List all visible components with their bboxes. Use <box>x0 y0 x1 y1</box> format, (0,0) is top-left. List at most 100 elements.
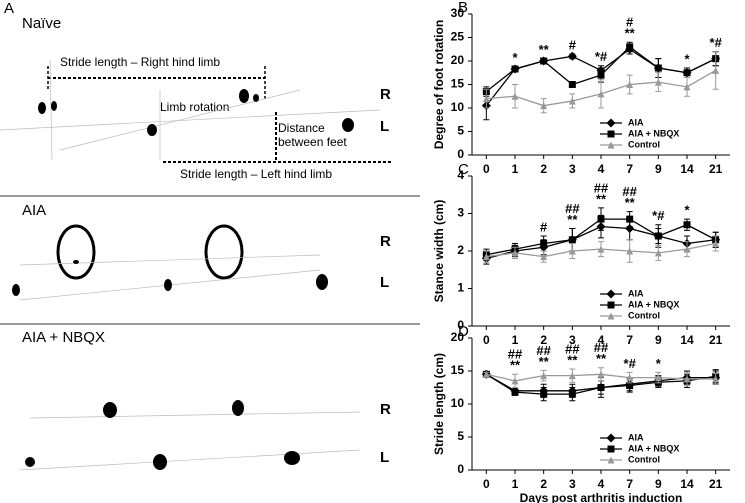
y-tick-label: 0 <box>457 462 464 476</box>
x-tick-label: 3 <box>569 162 576 176</box>
x-tick-label: 14 <box>680 333 694 347</box>
x-tick-label: 0 <box>483 162 490 176</box>
x-tick-label: 14 <box>680 477 694 491</box>
marker <box>540 240 548 247</box>
marker <box>626 81 634 88</box>
x-tick-label: 1 <box>512 162 519 176</box>
marker <box>540 57 548 65</box>
marker <box>568 390 576 398</box>
significance: ## <box>594 340 609 355</box>
x-tick-label: 21 <box>709 162 723 176</box>
legend-label: AIA + NBQX <box>628 128 679 138</box>
x-tick-label: 7 <box>626 162 633 176</box>
legend-label: AIA <box>628 117 644 127</box>
x-tick-label: 2 <box>540 333 547 347</box>
trail <box>49 59 53 161</box>
panel-label: C <box>458 161 469 178</box>
marker <box>567 51 577 61</box>
marker <box>482 370 490 378</box>
marker <box>683 221 691 229</box>
footprints <box>25 400 300 470</box>
marker <box>626 374 634 382</box>
significance: *# <box>595 49 608 64</box>
legend-label: Control <box>628 454 660 464</box>
side-label: R <box>380 86 391 103</box>
side-label: R <box>380 233 391 250</box>
marker <box>540 102 548 110</box>
y-tick-label: 4 <box>457 168 464 182</box>
legend-label: AIA <box>628 432 644 442</box>
legend-label: Control <box>628 310 660 320</box>
y-axis-label: Stride length (cm) <box>432 353 446 455</box>
significance: ** <box>539 354 550 369</box>
footprints <box>12 260 328 296</box>
marker <box>683 83 691 91</box>
y-axis-label: Degree of foot rotation <box>432 20 446 149</box>
significance: *# <box>652 208 665 223</box>
marker <box>597 71 605 79</box>
marker <box>683 375 691 383</box>
marker <box>540 253 548 261</box>
marker <box>683 69 691 77</box>
marker <box>607 301 615 309</box>
chart: B 0 5 10 15 20 25 30 Degree of foot rotation 0 1 2 3… <box>432 0 730 176</box>
significance: # <box>540 219 548 234</box>
marker <box>607 445 615 453</box>
significance: ## <box>565 201 580 216</box>
marker <box>683 245 691 253</box>
x-axis-label: Days post arthritis induction <box>520 491 683 503</box>
marker <box>482 253 490 261</box>
significance: # <box>569 37 577 52</box>
marker <box>626 215 634 223</box>
side-label: L <box>380 449 389 466</box>
x-tick-label: 0 <box>483 333 490 347</box>
legend-label: AIA + NBQX <box>628 443 679 453</box>
legend-label: AIA + NBQX <box>628 299 679 309</box>
x-tick-label: 9 <box>655 162 662 176</box>
annotation: Stride length – Right hind limb <box>60 55 220 69</box>
marker <box>712 375 720 383</box>
marker <box>568 372 576 380</box>
marker <box>654 374 662 382</box>
panel-label: B <box>458 0 468 16</box>
annotation: Stride length – Left hind limb <box>180 167 332 181</box>
y-tick-label: 20 <box>451 330 465 344</box>
marker <box>654 232 662 240</box>
x-tick-label: 0 <box>483 477 490 491</box>
marker <box>597 215 605 223</box>
panel-label: A <box>4 0 14 17</box>
x-tick-label: 21 <box>709 477 723 491</box>
side-label: R <box>380 401 391 418</box>
marker <box>654 78 662 86</box>
highlight-circle <box>204 224 244 280</box>
significance: ** <box>596 191 607 206</box>
y-axis-label: Stance width (cm) <box>432 200 446 303</box>
panel-a: A Naïve Stride length – Right hind limb … <box>0 0 420 471</box>
marker <box>607 141 615 149</box>
trail <box>0 109 381 131</box>
marker <box>606 433 616 443</box>
trail <box>59 89 301 151</box>
x-tick-label: 1 <box>512 477 519 491</box>
y-tick-label: 0 <box>457 147 464 161</box>
marker <box>568 97 576 105</box>
significance: ## <box>594 180 609 195</box>
annotation: Distance <box>278 121 325 135</box>
footprints <box>38 89 354 136</box>
panel-label: D <box>458 323 469 340</box>
x-tick-label: 9 <box>655 477 662 491</box>
marker <box>597 370 605 378</box>
marker <box>540 390 548 398</box>
x-tick-label: 14 <box>680 162 694 176</box>
significance: ** <box>539 42 550 57</box>
y-tick-label: 1 <box>457 281 464 295</box>
significance: *# <box>710 35 723 50</box>
significance: * <box>512 50 518 65</box>
marker <box>712 66 720 74</box>
x-tick-label: 1 <box>512 333 519 347</box>
marker <box>606 118 616 128</box>
marker <box>607 456 615 464</box>
significance: ## <box>536 343 551 358</box>
